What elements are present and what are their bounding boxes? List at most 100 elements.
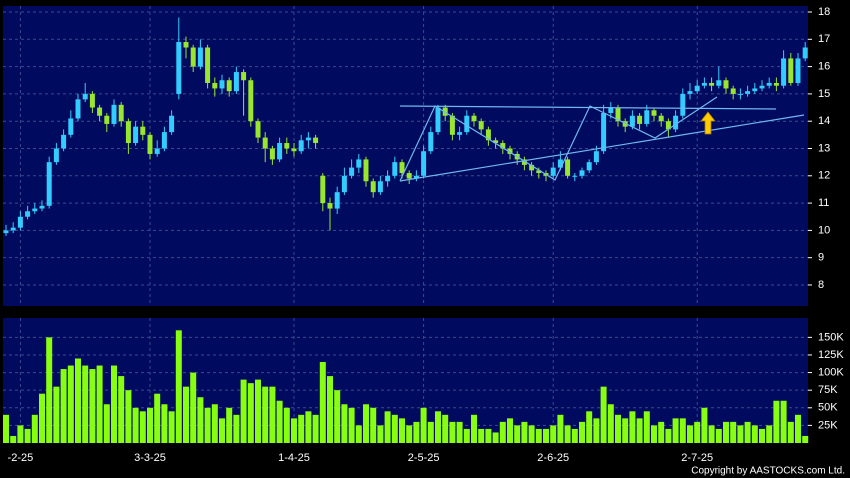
volume-bar (571, 428, 578, 443)
x-tick-label: 1-4-25 (278, 452, 310, 464)
arrow (700, 111, 716, 135)
candle-body (233, 72, 239, 92)
volume-bar (305, 411, 312, 443)
volume-bar (319, 362, 326, 443)
candle-body (133, 126, 139, 144)
candle-body (291, 148, 297, 152)
y-tick-label: 100K (818, 366, 844, 378)
volume-bar (399, 418, 405, 443)
candle-body (97, 107, 103, 116)
candle-body (3, 230, 9, 234)
volume-bar (579, 421, 585, 443)
volume-bar (276, 400, 283, 443)
resistance-line (399, 105, 777, 110)
volume-bar (528, 425, 535, 443)
candle-body (745, 91, 751, 94)
volume-bar (161, 404, 168, 443)
volume-bar (514, 425, 521, 443)
volume-bar (10, 435, 17, 443)
volume-bar (651, 425, 657, 443)
candle-body (39, 205, 45, 209)
candle-body (190, 47, 196, 67)
volume-bar (708, 425, 715, 443)
candle-body (449, 115, 455, 135)
volume-bar (535, 428, 542, 443)
candle-body (111, 104, 117, 124)
candle-body (565, 159, 571, 176)
candle-body (219, 80, 225, 89)
candle-body (521, 159, 527, 165)
candle-body (629, 115, 635, 127)
candle-body (61, 134, 67, 149)
candle-body (752, 88, 758, 92)
volume-bar (197, 397, 204, 443)
candle-body (593, 151, 599, 163)
candle-body (341, 175, 347, 193)
candle-body (493, 140, 499, 144)
candle-body (363, 159, 369, 182)
candle-body (212, 82, 218, 89)
volume-bar (557, 414, 564, 443)
candle-body (421, 151, 427, 176)
volume-bar (348, 407, 355, 443)
pattern-line (399, 96, 718, 182)
volume-bar (240, 379, 247, 443)
candle-body (305, 137, 311, 141)
candle-body (773, 82, 779, 86)
volume-bar (89, 369, 96, 443)
candle-body (370, 181, 376, 193)
candle-body (154, 148, 160, 154)
volume-bar (701, 407, 708, 443)
volume-bar (377, 425, 384, 443)
volume-bar (643, 411, 650, 443)
volume-bar (384, 411, 391, 443)
volume-bar (672, 418, 679, 443)
candle-body (802, 47, 808, 59)
candle-body (665, 121, 671, 130)
volume-bar (82, 365, 89, 443)
volume-bar (370, 407, 377, 443)
candle-body (197, 47, 203, 67)
candle-body (485, 129, 491, 141)
volume-bar (795, 414, 801, 443)
candle-body (161, 132, 167, 149)
volume-bar (715, 428, 722, 443)
candle-body (723, 80, 729, 89)
volume-bar (759, 428, 765, 443)
candle-body (248, 80, 254, 122)
y-tick-label: 17 (818, 33, 830, 45)
volume-bar (485, 428, 492, 443)
volume-bar (341, 404, 348, 443)
y-tick-label: 10 (818, 224, 830, 236)
candle-body (17, 216, 23, 228)
volume-bar (787, 421, 794, 443)
volume-bar (190, 372, 197, 443)
candle-body (356, 159, 362, 168)
y-tick-label: 50K (818, 402, 838, 414)
candle-body (730, 88, 736, 94)
volume-bar (492, 432, 499, 443)
price-panel (3, 6, 808, 306)
candle-body (579, 170, 585, 176)
volume-bar (53, 386, 60, 443)
candle-body (277, 143, 283, 160)
volume-bar (780, 400, 787, 443)
volume-bar (219, 418, 225, 443)
y-tick-label: 14 (818, 115, 830, 127)
candle-body (536, 170, 542, 174)
volume-bar (175, 330, 182, 443)
candle-body (75, 99, 81, 119)
candle-body (82, 93, 88, 100)
volume-bar (103, 404, 110, 443)
candle-body (651, 110, 657, 116)
volume-bar (636, 418, 643, 443)
volume-bar (154, 393, 161, 443)
candle-body (557, 159, 563, 168)
volume-bar (694, 421, 701, 443)
y-tick-label: 15 (818, 88, 830, 100)
volume-bar (118, 376, 125, 443)
candle-body (255, 121, 261, 138)
volume-bar (413, 421, 420, 443)
candle-body (183, 42, 189, 48)
